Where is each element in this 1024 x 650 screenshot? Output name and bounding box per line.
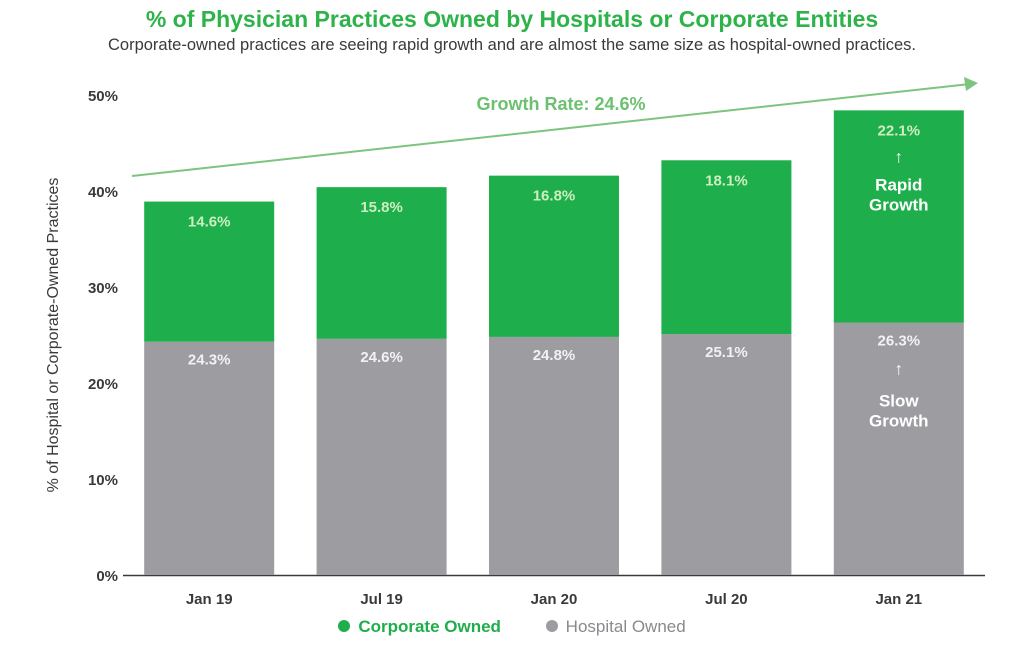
bar-corporate-owned [833, 110, 964, 323]
bar-hospital-owned [661, 334, 792, 575]
y-tick-label: 30% [88, 280, 118, 297]
legend-swatch-corporate [338, 620, 351, 632]
bar-hospital-owned [833, 322, 964, 575]
bar-hospital-owned [316, 338, 447, 575]
x-tick-label: Jan 21 [875, 591, 922, 608]
data-label-corporate: 18.1% [705, 172, 748, 189]
legend: Corporate Owned Hospital Owned [0, 617, 1024, 637]
legend-item-corporate: Corporate Owned [338, 617, 501, 637]
rapid-growth-label: Growth [869, 195, 929, 214]
bar-corporate-owned [661, 160, 792, 335]
bar-corporate-owned [489, 175, 619, 337]
y-tick-label: 0% [96, 568, 118, 585]
growth-arrow-head-icon [964, 77, 978, 91]
growth-rate-label: Growth Rate: 24.6% [476, 94, 645, 114]
x-tick-label: Jul 19 [360, 591, 403, 608]
y-tick-label: 50% [88, 88, 118, 105]
data-label-corporate: 14.6% [188, 214, 231, 231]
rapid-growth-arrow-icon: ↑ [895, 147, 904, 166]
bar-hospital-owned [489, 336, 619, 575]
bar-hospital-owned [144, 341, 275, 575]
chart-subtitle: Corporate-owned practices are seeing rap… [107, 36, 916, 54]
slow-growth-arrow-icon: ↑ [895, 360, 904, 379]
data-label-hospital: 24.8% [533, 347, 576, 364]
slow-growth-label: Growth [869, 412, 929, 431]
bar-corporate-owned [144, 201, 275, 342]
growth-trend-line [131, 83, 971, 177]
x-tick-label: Jul 20 [705, 591, 748, 608]
data-label-corporate: 16.8% [533, 188, 576, 205]
legend-item-hospital: Hospital Owned [545, 617, 686, 637]
rapid-growth-label: Rapid [875, 175, 922, 194]
y-tick-label: 40% [88, 184, 118, 201]
data-label-hospital: 24.3% [188, 352, 231, 369]
data-label-corporate: 15.8% [360, 199, 403, 216]
x-tick-label: Jan 19 [186, 591, 233, 608]
data-label-hospital: 25.1% [705, 344, 748, 361]
legend-label-hospital: Hospital Owned [565, 617, 686, 636]
slow-growth-label: Slow [879, 392, 919, 411]
y-tick-label: 10% [88, 472, 118, 489]
chart-title: % of Physician Practices Owned by Hospit… [145, 6, 879, 32]
data-label-corporate: 22.1% [878, 122, 921, 139]
legend-label-corporate: Corporate Owned [358, 617, 501, 636]
data-label-hospital: 26.3% [878, 333, 921, 350]
data-label-hospital: 24.6% [360, 349, 403, 366]
x-tick-label: Jan 20 [531, 591, 578, 608]
bar-corporate-owned [316, 187, 447, 339]
y-tick-label: 20% [88, 376, 118, 393]
y-axis-label: % of Hospital or Corporate-Owned Practic… [45, 178, 62, 493]
legend-swatch-hospital [545, 620, 558, 632]
